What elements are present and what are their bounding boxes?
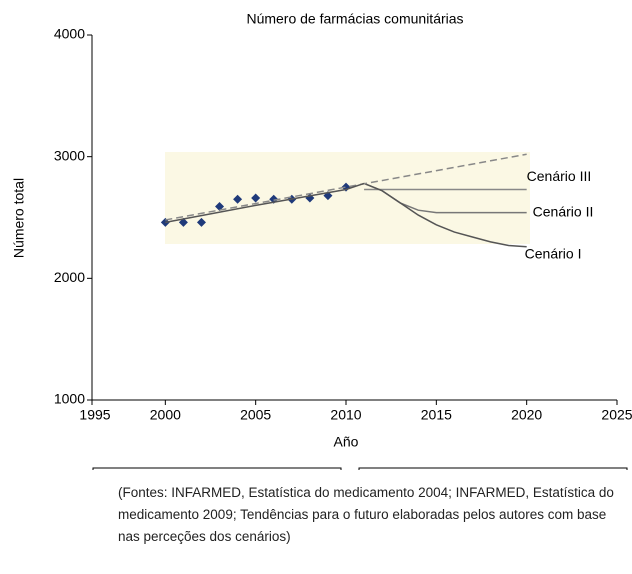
- plot-shading: [165, 152, 530, 244]
- data-point: [233, 194, 243, 204]
- data-point: [196, 217, 206, 227]
- source-note: (Fontes: INFARMED, Estatística do medica…: [118, 485, 614, 544]
- x-tick-label: 2010: [330, 407, 361, 423]
- y-tick-label: 2000: [54, 269, 85, 285]
- x-tick-label: 2025: [601, 407, 632, 423]
- data-point: [251, 193, 261, 203]
- y-tick-label: 3000: [54, 147, 85, 163]
- x-tick-label: 1995: [79, 407, 110, 423]
- scenario-label: Cenário I: [525, 245, 582, 261]
- legend-box: [358, 467, 628, 491]
- x-tick-label: 2000: [150, 407, 181, 423]
- y-tick-label: 1000: [54, 391, 85, 407]
- scenario-label: Cenário III: [527, 168, 592, 184]
- scenario-label: Cenário II: [533, 203, 594, 219]
- x-axis-label: Año: [334, 434, 359, 450]
- legend-box: [92, 467, 342, 491]
- x-tick-label: 2020: [511, 407, 542, 423]
- scenario-line: [363, 182, 527, 248]
- x-tick-label: 2015: [421, 407, 452, 423]
- y-tick-label: 4000: [54, 26, 85, 42]
- chart-title: Número de farmácias comunitárias: [246, 11, 463, 27]
- chart: Número de farmácias comunitárias Número …: [11, 11, 632, 491]
- data-point: [215, 202, 225, 212]
- trend-line: [165, 153, 527, 221]
- y-axis-label: Número total: [11, 178, 27, 258]
- x-tick-label: 2005: [240, 407, 271, 423]
- trend-line: [165, 182, 365, 224]
